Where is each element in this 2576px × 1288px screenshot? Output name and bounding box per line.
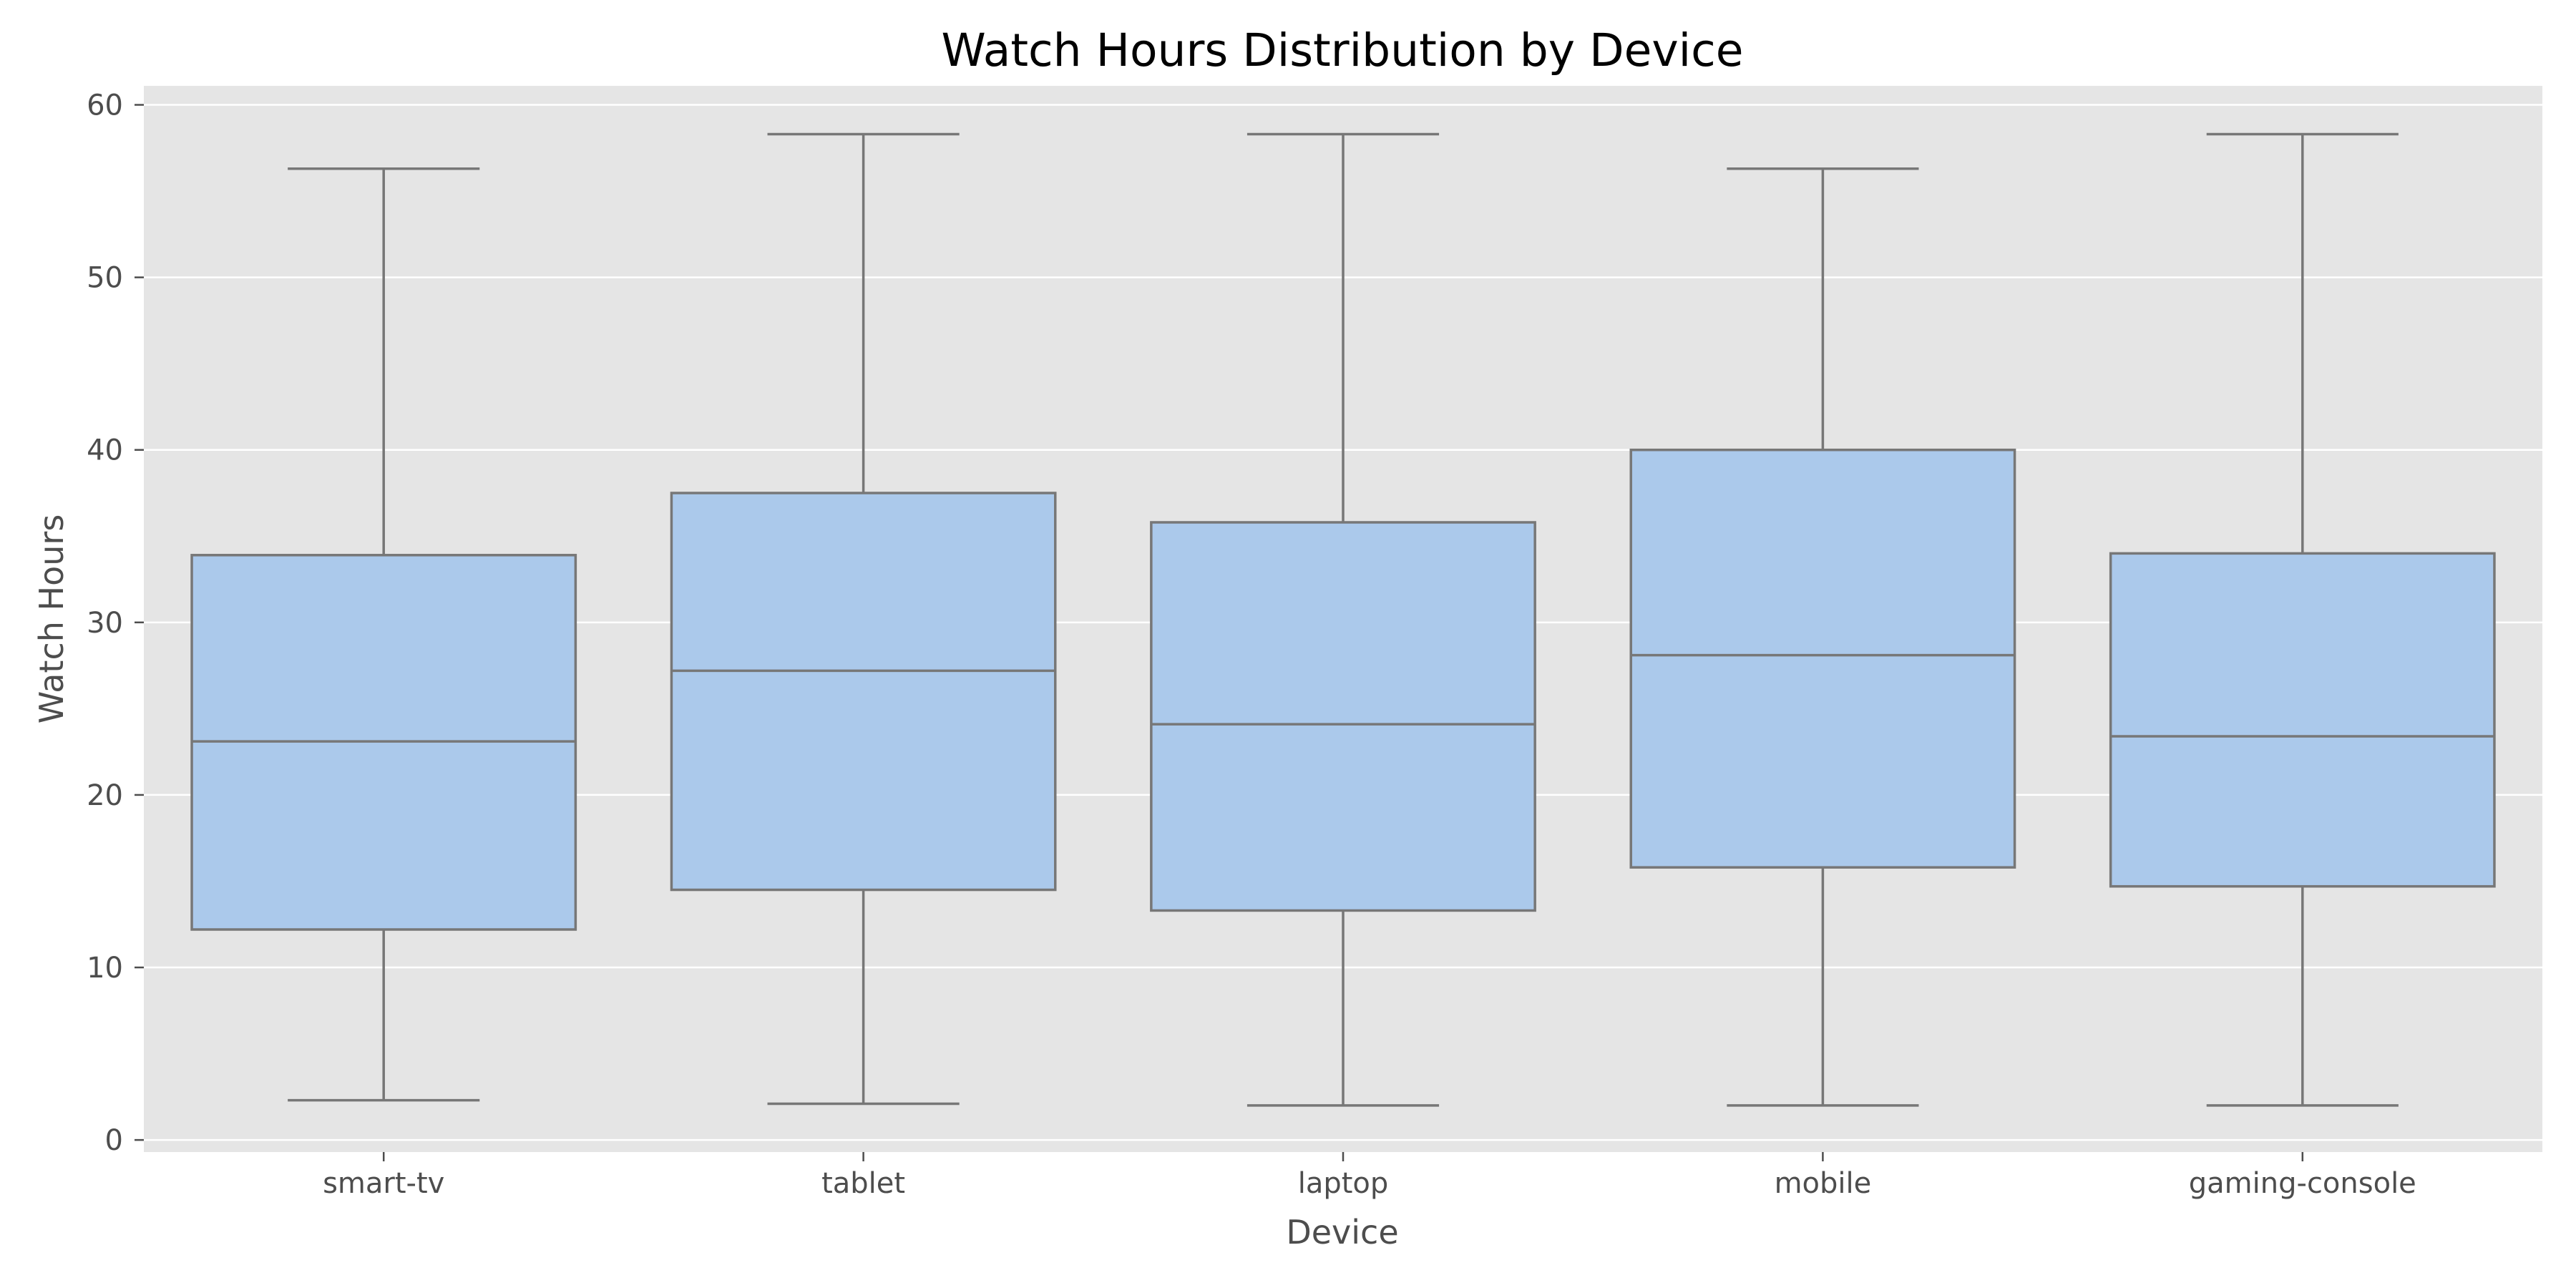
x-tick-label: laptop <box>1298 1167 1389 1200</box>
y-axis: 0 10 20 30 40 50 60 <box>87 89 144 1157</box>
y-tick-label: 40 <box>87 434 123 467</box>
x-tick-label: gaming-console <box>2189 1167 2416 1200</box>
iqr-box <box>1150 521 1536 912</box>
y-axis-label: Watch Hours <box>32 514 71 724</box>
y-tick-label: 10 <box>87 952 123 985</box>
x-tick-label: tablet <box>821 1167 905 1200</box>
x-tick-label: smart-tv <box>323 1167 444 1200</box>
y-tick-label: 20 <box>87 779 123 812</box>
y-tick-label: 30 <box>87 607 123 640</box>
y-tick-label: 60 <box>87 89 123 122</box>
iqr-box <box>2109 552 2496 888</box>
y-tick-label: 0 <box>105 1124 123 1157</box>
x-tick-label: mobile <box>1775 1167 1872 1200</box>
box-smart-tv <box>190 167 577 1102</box>
box-gaming-console <box>2109 132 2496 1107</box>
x-axis-label: Device <box>1286 1213 1398 1252</box>
chart-title: Watch Hours Distribution by Device <box>941 24 1743 77</box>
x-axis: smart-tv tablet laptop mobile gaming-console <box>323 1152 2416 1200</box>
iqr-box <box>1629 448 2016 869</box>
box-tablet <box>670 132 1057 1106</box>
y-tick-label: 50 <box>87 262 123 295</box>
box-mobile <box>1629 167 2016 1107</box>
box-laptop <box>1150 132 1536 1107</box>
boxes <box>190 132 2496 1107</box>
iqr-box <box>670 492 1057 892</box>
